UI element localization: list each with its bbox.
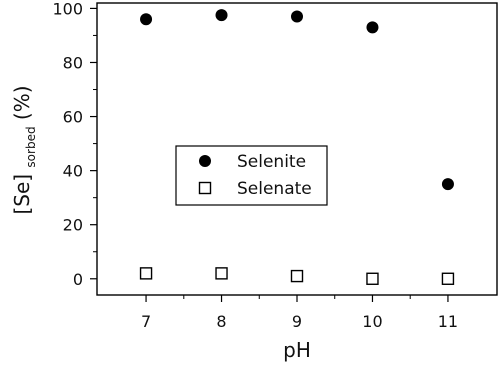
x-tick-label: 7 xyxy=(141,312,151,331)
plot-frame xyxy=(96,2,498,296)
y-axis-title-suffix: (%) xyxy=(10,85,34,120)
legend-box xyxy=(175,145,328,206)
y-axis-title-subscript: sorbed xyxy=(24,126,38,167)
y-tick-label: 80 xyxy=(63,53,83,72)
selenite-point xyxy=(441,178,454,191)
legend-selenate-marker xyxy=(198,181,212,195)
selenite-point xyxy=(215,9,228,22)
x-tick-label: 11 xyxy=(438,312,458,331)
selenite-point xyxy=(291,10,303,23)
y-axis-ticks: 0 20 40 60 80 100 xyxy=(52,0,97,289)
x-tick-label: 8 xyxy=(216,312,226,331)
data-points xyxy=(139,9,455,285)
y-tick-label: 60 xyxy=(63,108,83,127)
legend-selenite-marker xyxy=(199,155,211,167)
selenite-point xyxy=(366,21,379,34)
y-axis-title: [Se] sorbed (%) xyxy=(10,85,40,214)
y-axis-title-main: [Se] xyxy=(10,174,34,215)
selenite-point xyxy=(140,13,153,26)
legend-selenite-label: Selenite xyxy=(237,152,306,172)
selenate-point xyxy=(139,267,153,280)
selenate-point xyxy=(215,267,228,280)
legend-selenate-label: Selenate xyxy=(237,179,312,199)
y-tick-label: 20 xyxy=(63,216,83,235)
x-axis-title: pH xyxy=(283,338,311,362)
x-axis-ticks: 7 8 9 10 11 xyxy=(141,295,458,331)
x-tick-label: 10 xyxy=(362,312,382,331)
selenate-point xyxy=(290,269,304,283)
selenate-point xyxy=(441,272,455,285)
x-tick-label: 9 xyxy=(292,312,302,331)
legend: Selenite Selenate xyxy=(175,145,328,206)
y-tick-label: 40 xyxy=(63,162,83,181)
selenate-point xyxy=(366,272,379,285)
y-tick-label: 0 xyxy=(73,270,83,289)
y-tick-label: 100 xyxy=(52,0,83,18)
